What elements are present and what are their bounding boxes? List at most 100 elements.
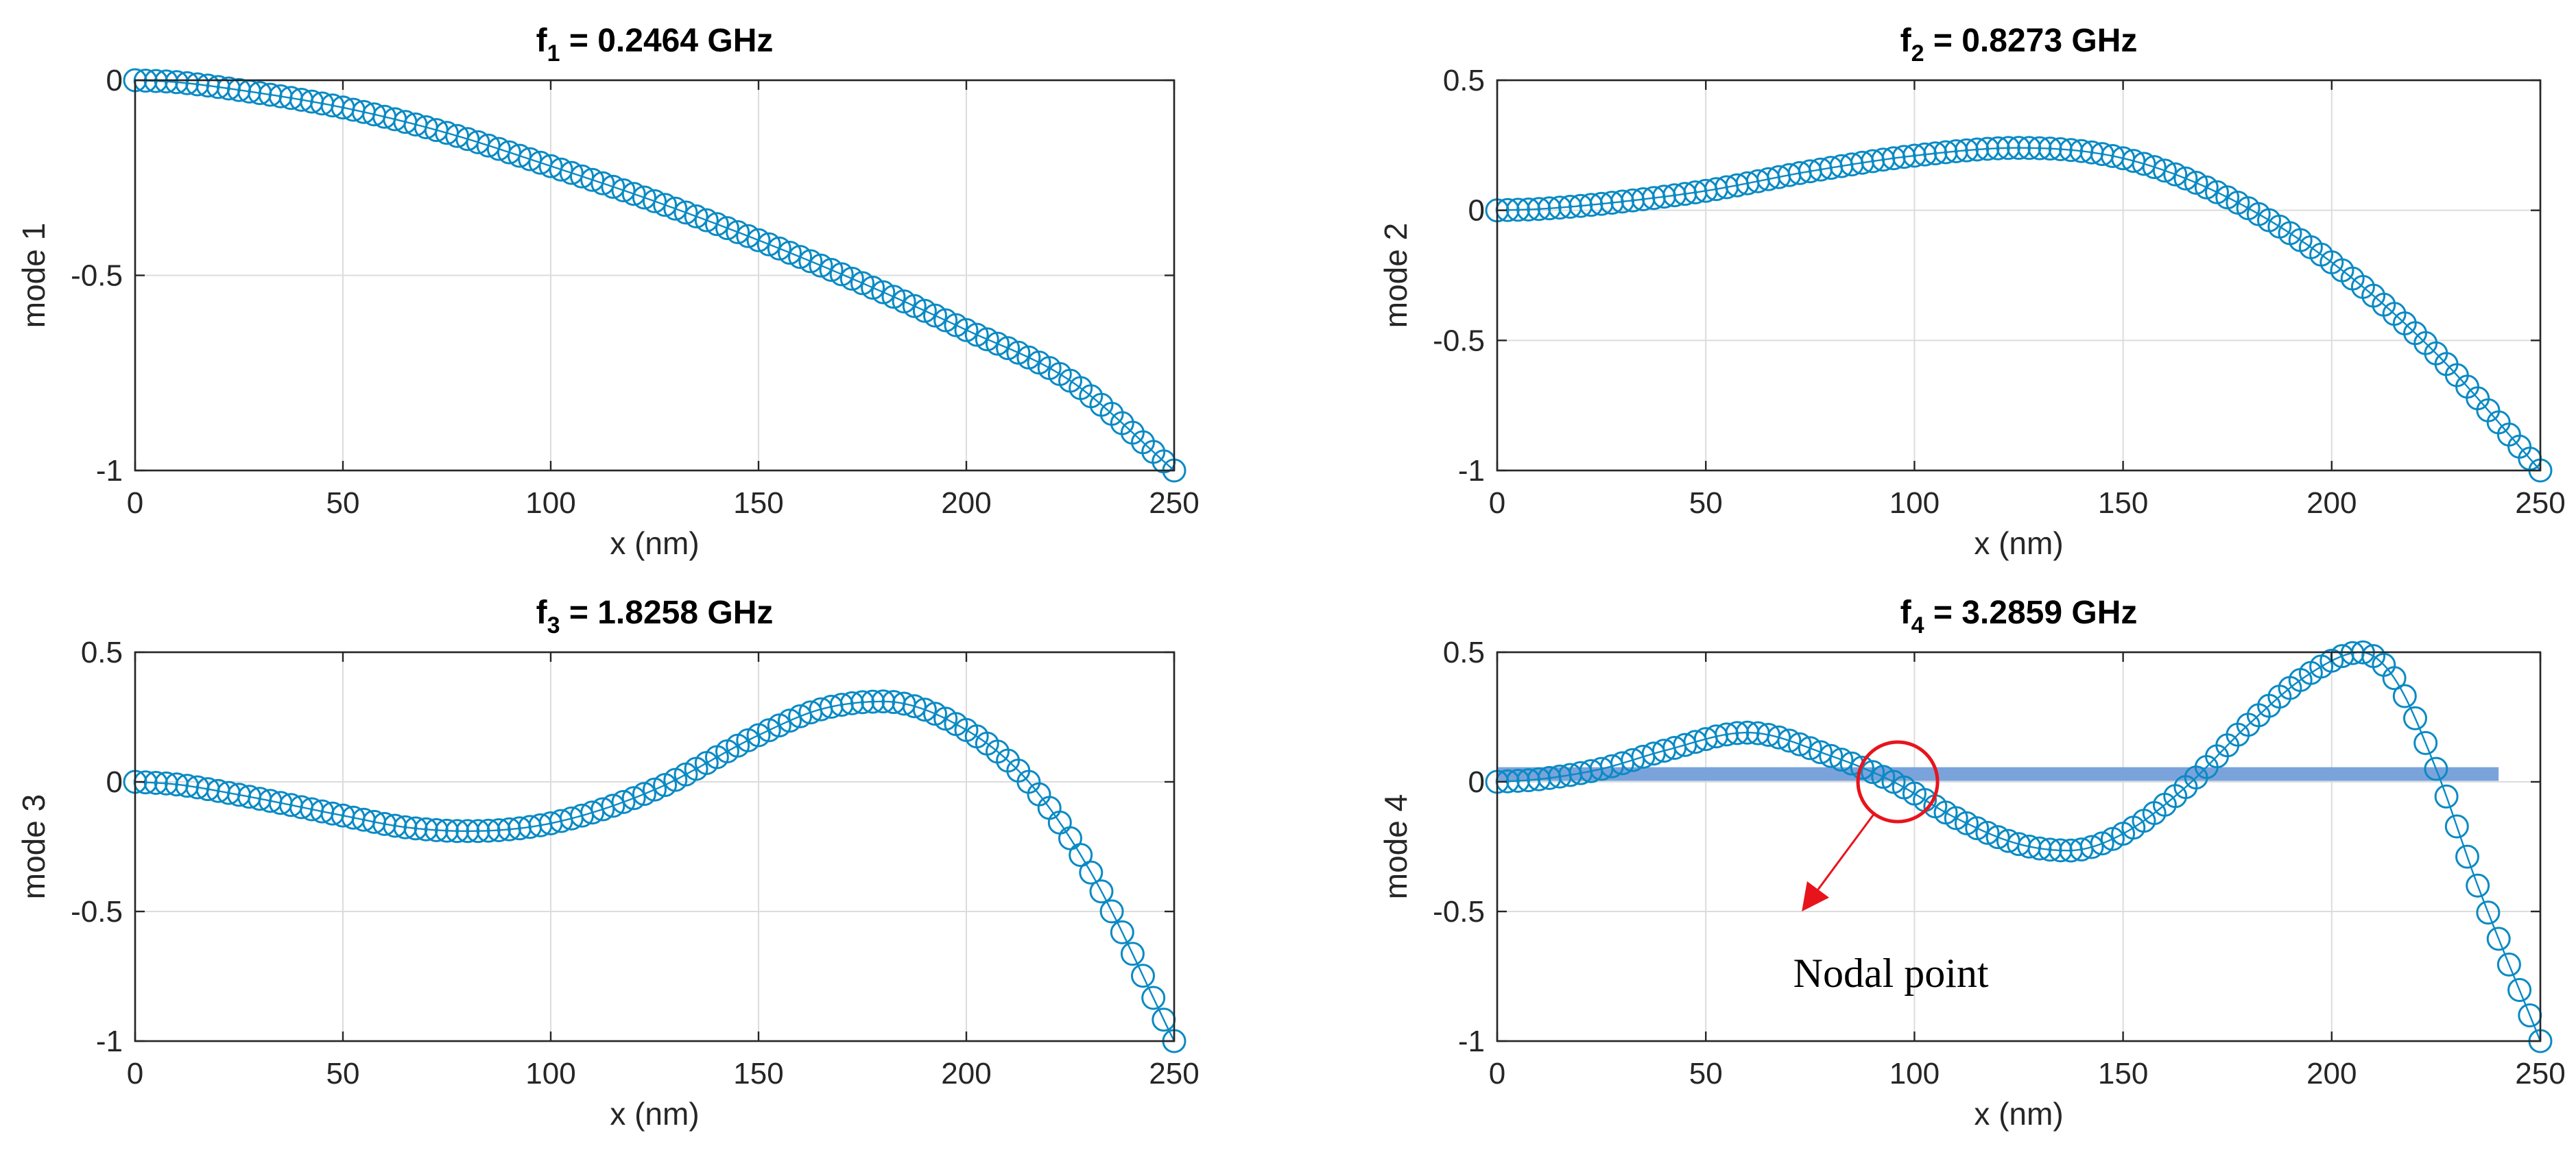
x-tick-label: 150 — [733, 1057, 783, 1090]
annotation-arrowhead — [1802, 881, 1830, 911]
y-tick-label: 0 — [106, 64, 123, 97]
nodal-point-circle — [1856, 740, 1940, 824]
data-point-marker — [2382, 666, 2407, 691]
chart-title: f3 = 1.8258 GHz — [536, 595, 774, 639]
data-point-marker — [424, 818, 449, 842]
data-point-marker — [1777, 728, 1802, 753]
data-point-marker — [1829, 748, 1854, 772]
data-point-marker — [1871, 765, 1896, 789]
data-point-marker — [2455, 844, 2479, 869]
x-tick-label: 250 — [1149, 1057, 1199, 1090]
data-point-marker — [975, 327, 999, 352]
data-point-marker — [2142, 155, 2167, 180]
x-tick-label: 200 — [2306, 1057, 2357, 1090]
data-point-marker — [2466, 873, 2490, 898]
x-tick-label: 50 — [1689, 486, 1723, 520]
y-tick-label: -0.5 — [71, 895, 123, 929]
data-point-marker — [2507, 978, 2532, 1002]
data-point-marker — [1110, 920, 1134, 944]
data-point-marker — [2027, 136, 2052, 160]
data-point-marker — [653, 193, 678, 217]
y-tick-label: 0.5 — [1443, 636, 1485, 669]
x-tick-label: 100 — [1889, 1057, 1940, 1090]
plot-area — [134, 651, 1176, 1042]
axes-box — [134, 651, 1176, 1042]
data-point-marker — [570, 164, 594, 189]
data-point-marker — [778, 241, 802, 265]
data-point-marker — [986, 331, 1010, 356]
data-point-marker — [839, 691, 864, 715]
x-axis-label: x (nm) — [1974, 1096, 2063, 1132]
data-point-marker — [2496, 952, 2521, 977]
data-point-marker — [881, 285, 906, 309]
data-point-marker — [694, 208, 719, 232]
data-point-marker — [819, 258, 844, 282]
data-point-marker — [933, 308, 958, 333]
data-point-marker — [1069, 843, 1093, 868]
data-point-marker — [508, 143, 532, 168]
data-point-marker — [788, 704, 813, 728]
x-tick-label: 50 — [326, 486, 360, 520]
data-point-marker — [996, 336, 1021, 361]
data-point-marker — [892, 289, 916, 313]
y-tick-label: -0.5 — [1433, 324, 1485, 357]
x-tick-label: 0 — [127, 486, 143, 520]
data-point-marker — [2486, 927, 2511, 951]
data-point-marker — [756, 718, 781, 743]
axes-box — [1496, 651, 2542, 1042]
y-tick-label: -1 — [96, 454, 123, 488]
data-point-marker — [2444, 814, 2469, 839]
y-tick-label: 0.5 — [1443, 64, 1485, 97]
chart-panel-1: 0 50 100 150 200 250 -1 -0.5 0 x (nm) mode 1 f1 = 0… — [16, 23, 1200, 561]
data-point-marker — [2392, 684, 2417, 708]
data-point-marker — [829, 262, 854, 287]
x-tick-label: 0 — [1489, 486, 1505, 520]
x-tick-label: 200 — [2306, 486, 2357, 520]
x-tick-label: 0 — [1489, 1057, 1505, 1090]
data-point-marker — [964, 322, 989, 347]
data-point-marker — [2163, 162, 2188, 187]
data-point-marker — [2090, 831, 2114, 856]
data-point-marker — [2194, 175, 2219, 200]
data-point-marker — [549, 157, 573, 182]
x-axis-label: x (nm) — [610, 1096, 699, 1132]
data-point-marker — [944, 313, 968, 337]
data-point-marker — [850, 271, 874, 296]
axes-box — [1496, 79, 2542, 472]
x-tick-label: 150 — [2098, 486, 2148, 520]
data-point-marker — [445, 819, 470, 844]
data-point-marker — [611, 789, 636, 814]
data-point-marker — [1996, 136, 2020, 160]
chart-title: f1 = 0.2464 GHz — [536, 23, 774, 67]
data-point-marker — [2079, 835, 2104, 859]
data-point-marker — [902, 694, 927, 719]
x-tick-label: 150 — [2098, 1057, 2148, 1090]
data-point-marker — [684, 204, 708, 228]
data-point-marker — [2434, 784, 2459, 809]
data-point-marker — [756, 232, 781, 257]
data-point-marker — [2319, 648, 2344, 673]
data-point-marker — [746, 723, 771, 748]
chart-panel-2: 0 50 100 150 200 250 -1 -0.5 0 0.5 x (nm) mode 2 f2 … — [1378, 23, 2566, 561]
y-axis-label: mode 2 — [1378, 223, 1414, 328]
x-tick-label: 150 — [733, 486, 783, 520]
data-point-marker — [2152, 158, 2177, 183]
data-point-marker — [1141, 986, 1166, 1010]
data-point-marker — [912, 697, 937, 722]
data-point-marker — [1787, 732, 1812, 756]
data-point-marker — [643, 189, 667, 213]
data-point-marker — [2017, 136, 2042, 160]
data-point-marker — [1798, 736, 1822, 761]
data-point-marker — [403, 816, 428, 841]
data-point-marker — [1975, 820, 2000, 845]
data-point-marker — [746, 228, 771, 252]
data-point-marker — [1819, 743, 1844, 768]
data-point-marker — [621, 786, 646, 811]
data-point-marker — [1850, 755, 1874, 780]
data-point-marker — [2476, 900, 2501, 925]
nodal-point-label: Nodal point — [1793, 951, 1989, 996]
data-point-marker — [601, 174, 625, 199]
data-point-marker — [788, 245, 813, 270]
x-tick-label: 0 — [127, 1057, 143, 1090]
y-tick-label: -0.5 — [71, 259, 123, 293]
